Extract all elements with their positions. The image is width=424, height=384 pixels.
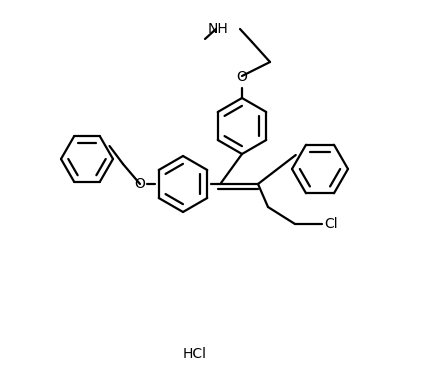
Text: O: O: [237, 70, 248, 84]
Text: HCl: HCl: [183, 347, 207, 361]
Text: O: O: [134, 177, 145, 191]
Text: NH: NH: [207, 22, 228, 36]
Text: Cl: Cl: [324, 217, 338, 231]
